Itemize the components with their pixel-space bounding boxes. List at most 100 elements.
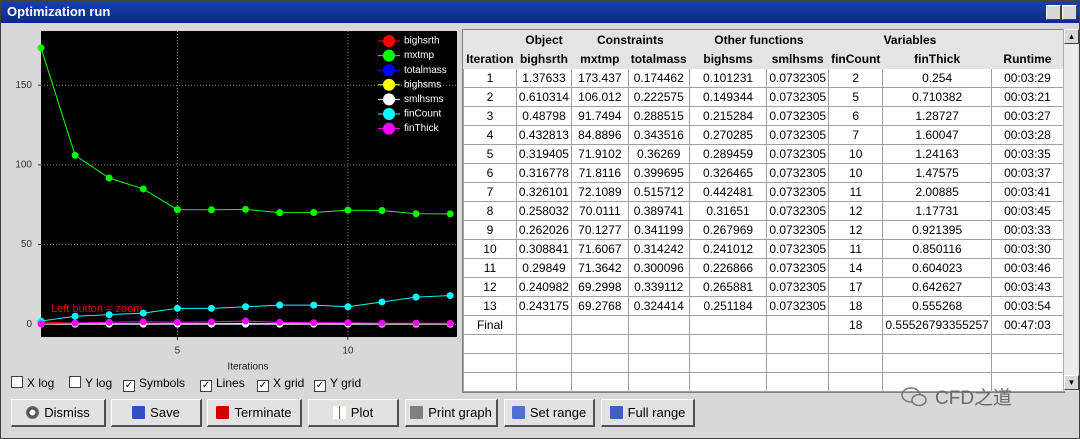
checkbox-option[interactable]: ✓ Symbols [123,376,185,392]
table-cell: 0.0732305 [766,163,830,183]
empty-cell [570,372,629,392]
data-point [276,209,284,217]
button[interactable]: Dismiss [11,399,106,427]
checkbox-option[interactable]: ✓ Lines [200,376,245,392]
checkbox[interactable]: ✓ [257,380,269,392]
button[interactable]: Terminate [207,399,302,427]
button[interactable]: Save [111,399,202,427]
group-header: Object [515,30,572,50]
table-cell: 0.555268 [882,296,992,316]
checkbox-label: Lines [216,376,245,390]
table-cell: 11 [828,182,884,202]
table-cell: 00:03:27 [990,106,1064,126]
table-cell: 00:03:46 [990,258,1064,278]
table-row: 5 0.319405 71.9102 0.36269 0.289459 0.0732305… [463,144,1064,164]
table-cell: 0.0732305 [766,239,830,259]
chart: Iterations 0 50 100 150 5 10 Left button = zoo… [15,31,457,373]
data-point [310,319,318,327]
annotation: Left button = zoom [51,303,142,315]
empty-cell [688,334,768,354]
table-cell: 70.1277 [570,220,629,240]
empty-row [463,334,1064,354]
table-row: 12 0.240982 69.2998 0.339112 0.265881 0.07323… [463,277,1064,297]
table-cell [688,315,768,335]
checkbox[interactable] [11,376,23,388]
table-cell: 0.0732305 [766,87,830,107]
checkbox-label: Y grid [330,376,362,390]
data-point [242,205,250,213]
table-cell: 6 [828,106,884,126]
data-point [344,319,352,327]
table-cell: 6 [463,163,517,183]
table-cell: 0.326101 [515,182,572,202]
table-cell: Final [463,315,517,335]
scroll-up[interactable]: ▲ [1064,29,1079,44]
table-cell: 11 [463,258,517,278]
data-point [412,210,420,218]
legend-symbol [383,93,395,106]
table-cell: 0.308841 [515,239,572,259]
table-cell: 12 [828,220,884,240]
y-tick-label: 0 [26,319,32,330]
button[interactable]: Plot [308,399,399,427]
scroll-down[interactable]: ▼ [1064,375,1079,390]
data-point [242,317,250,325]
table-cell: 0.326465 [688,163,768,183]
table-cell: 0.31651 [688,201,768,221]
table-cell: 0.604023 [882,258,992,278]
empty-cell [990,353,1064,373]
table-cell: 0.0732305 [766,296,830,316]
checkbox[interactable] [69,376,81,388]
checkbox-option[interactable]: X log [11,376,54,390]
button-label: Plot [350,404,374,420]
data-point [105,174,113,182]
table-cell: 18 [828,315,884,335]
empty-cell [515,353,572,373]
table-cell: 0.174462 [627,68,690,88]
column-header: Iteration [463,49,517,69]
column-header: totalmass [627,49,690,69]
column-header: finCount [828,49,884,69]
checkbox[interactable]: ✓ [314,380,326,392]
table-cell: 10 [463,239,517,259]
table-cell: 5 [828,87,884,107]
button-label: Full range [627,404,686,420]
table-cell: 70.0111 [570,201,629,221]
data-point [105,318,113,326]
column-header: bighsrth [515,49,572,69]
table-cell: 11 [828,239,884,259]
table-cell: 71.8116 [570,163,629,183]
table-cell: 0.149344 [688,87,768,107]
checkbox-option[interactable]: ✓ Y grid [314,376,362,392]
x-tick-label: 5 [175,346,181,357]
table-cell: 13 [463,296,517,316]
group-header [463,30,517,50]
button[interactable]: Full range [601,399,695,427]
legend-label: smlhsms [404,94,443,105]
checkbox-option[interactable]: Y log [69,376,112,390]
button-icon [216,406,230,419]
close-button[interactable] [1062,5,1077,20]
data-point [71,151,79,159]
group-header-row: Object Constraints Other functions Variable… [463,30,1064,50]
table-cell: 10 [828,163,884,183]
minimize-button[interactable] [1046,5,1061,20]
button-label: Print graph [428,404,492,420]
button-label: Dismiss [44,404,90,420]
data-point [344,303,352,311]
table-cell: 84.8896 [570,125,629,145]
table-row: 4 0.432813 84.8896 0.343516 0.270285 0.073230… [463,125,1064,145]
table-cell: 0.850116 [882,239,992,259]
checkbox[interactable]: ✓ [123,380,135,392]
checkbox[interactable]: ✓ [200,380,212,392]
checkbox-option[interactable]: ✓ X grid [257,376,304,392]
table-cell: 1.60047 [882,125,992,145]
data-point [139,309,147,317]
data-point [310,208,318,216]
data-point [105,311,113,319]
column-header: finThick [882,49,992,69]
button[interactable]: Print graph [405,399,498,427]
scrollbar[interactable]: ▲ ▼ [1063,29,1079,391]
table-cell: 10 [828,144,884,164]
button[interactable]: Set range [504,399,595,427]
